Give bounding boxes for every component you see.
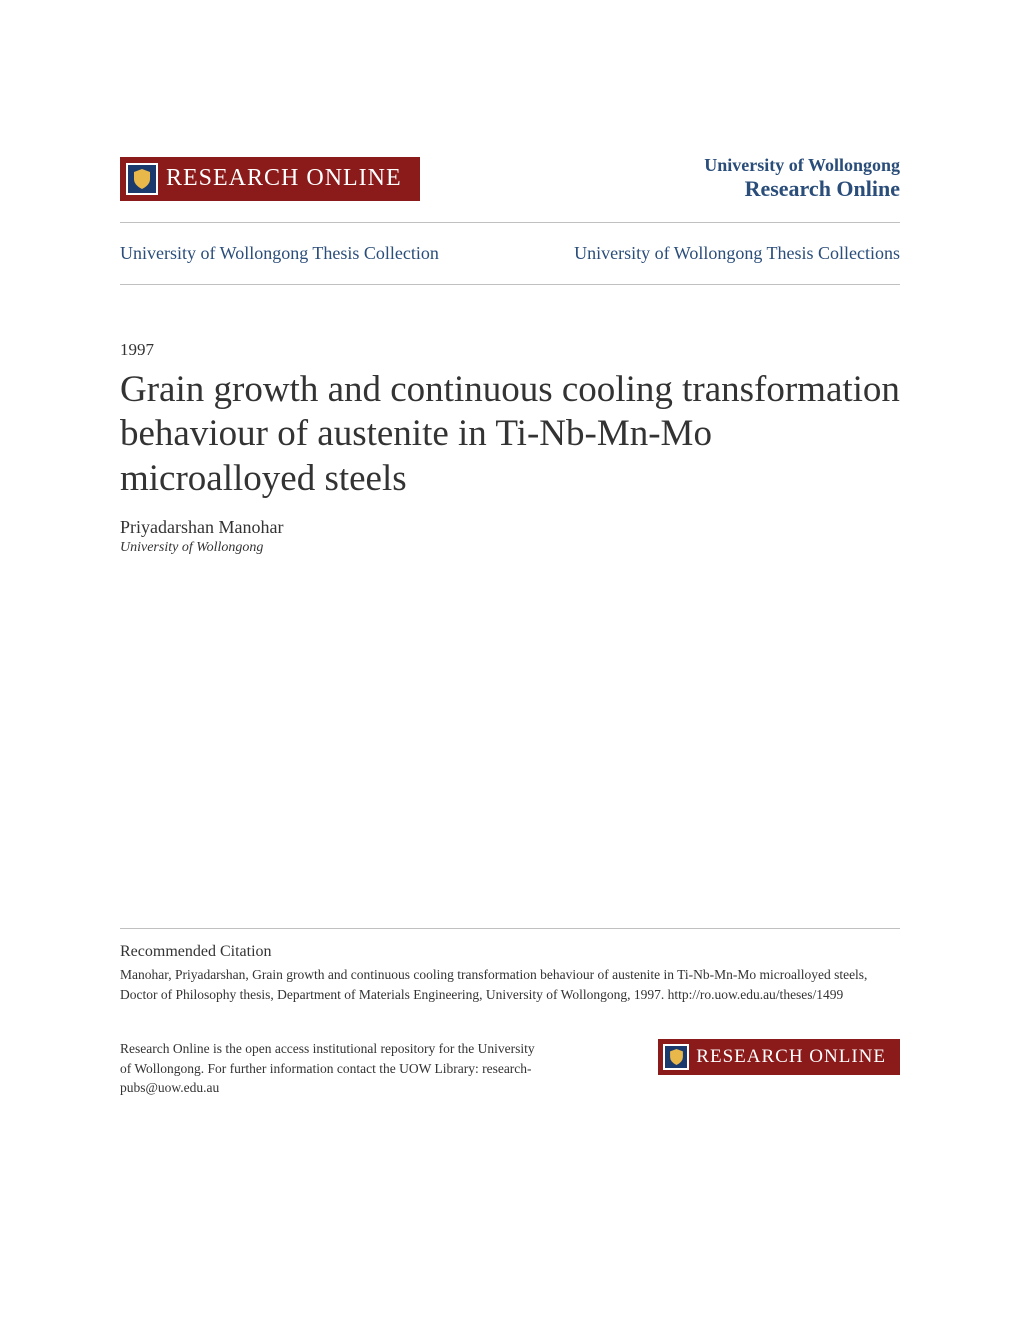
logo-text: RESEARCH ONLINE — [166, 165, 402, 192]
content-spacer — [120, 556, 900, 916]
header-institution: University of Wollongong Research Online — [704, 155, 900, 202]
divider-top — [120, 222, 900, 223]
publication-year: 1997 — [120, 340, 900, 360]
footer-text: Research Online is the open access insti… — [120, 1039, 540, 1098]
nav-collections-link[interactable]: University of Wollongong Thesis Collecti… — [574, 243, 900, 264]
institution-name[interactable]: University of Wollongong — [704, 155, 900, 176]
footer: Research Online is the open access insti… — [120, 1039, 900, 1098]
breadcrumb-nav: University of Wollongong Thesis Collecti… — [120, 235, 900, 272]
nav-collection-link[interactable]: University of Wollongong Thesis Collecti… — [120, 243, 439, 264]
shield-icon-footer — [663, 1044, 689, 1070]
repository-name[interactable]: Research Online — [704, 176, 900, 202]
citation-text: Manohar, Priyadarshan, Grain growth and … — [120, 965, 900, 1004]
page-container: RESEARCH ONLINE University of Wollongong… — [0, 0, 1020, 1158]
research-online-logo[interactable]: RESEARCH ONLINE — [120, 157, 420, 201]
divider-nav — [120, 284, 900, 285]
author-affiliation: University of Wollongong — [120, 540, 900, 556]
research-online-logo-footer[interactable]: RESEARCH ONLINE — [658, 1039, 900, 1075]
shield-icon — [126, 163, 158, 195]
citation-header: Recommended Citation — [120, 943, 900, 961]
divider-citation — [120, 928, 900, 929]
header: RESEARCH ONLINE University of Wollongong… — [120, 155, 900, 202]
author-name: Priyadarshan Manohar — [120, 517, 900, 538]
logo-text-footer: RESEARCH ONLINE — [696, 1046, 886, 1068]
paper-title: Grain growth and continuous cooling tran… — [120, 368, 900, 501]
